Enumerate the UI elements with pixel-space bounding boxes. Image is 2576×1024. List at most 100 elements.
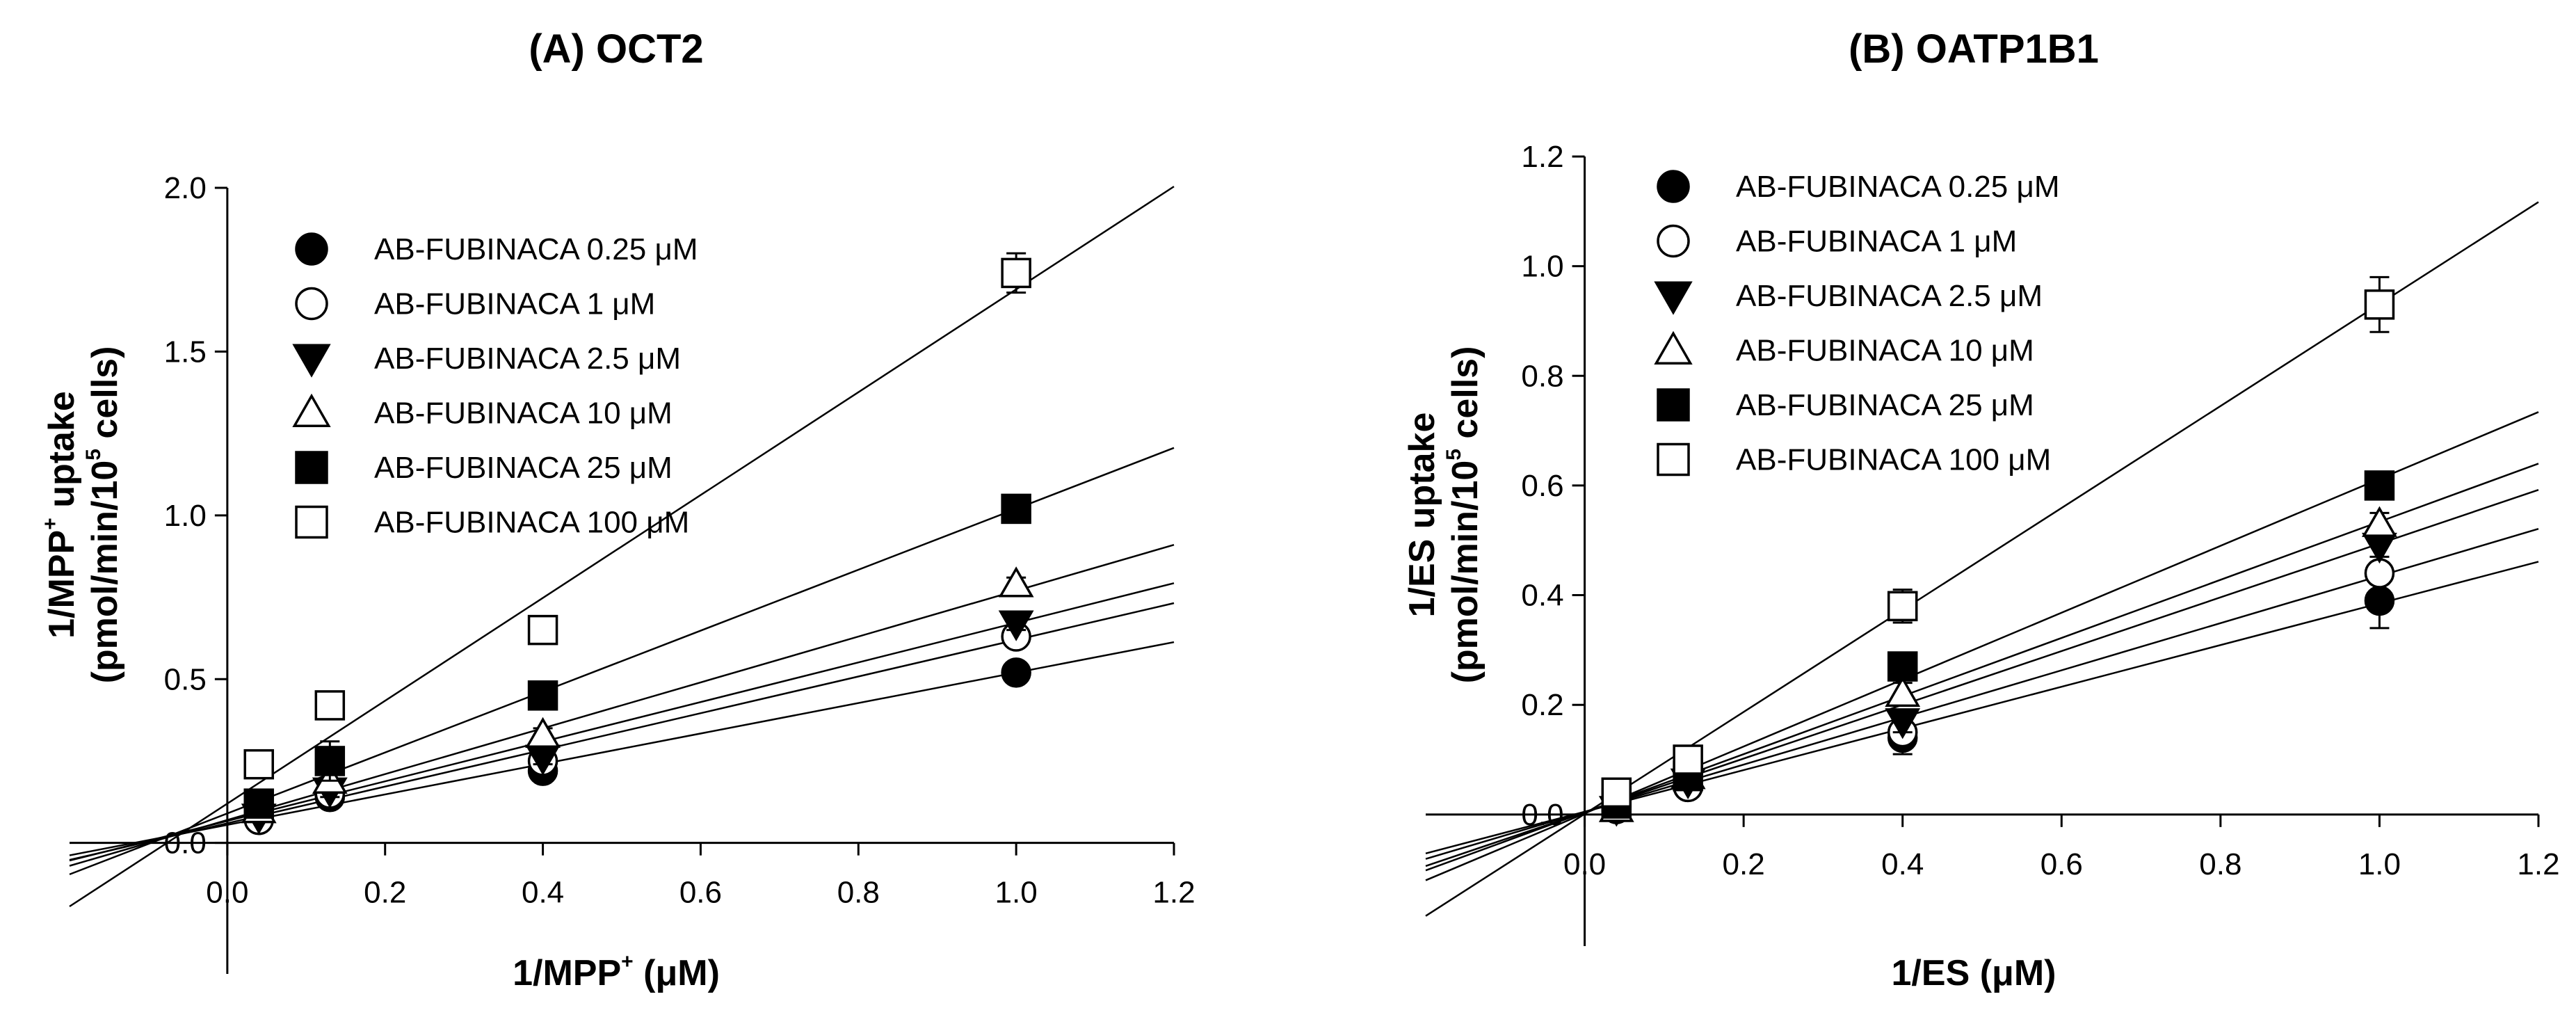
x-tick-label: 1.2 [1152, 876, 1195, 910]
y-label-units: (pmol/min/10 [85, 461, 125, 684]
x-tick-label: 0.2 [364, 876, 406, 910]
data-point [998, 610, 1034, 641]
legend-label: AB-FUBINACA 1 μM [1736, 225, 2017, 259]
y-tick-label: 0.5 [164, 662, 207, 696]
legend-label: AB-FUBINACA 2.5 μM [1736, 279, 2043, 313]
data-point [1001, 257, 1031, 289]
y-tick-label: 1.0 [1521, 250, 1563, 284]
y-label-exponent: 5 [82, 449, 105, 461]
data-point [998, 566, 1034, 598]
x-tick-label: 0.2 [1723, 847, 1765, 881]
panel-a: (A) OCT2 1/MPP+ (μM) 1/MPP+ uptake (pmol… [39, 26, 1196, 993]
y-label-units: (pmol/min/10 [1445, 461, 1486, 684]
y-label-line1: 1/ES uptake [1402, 413, 1442, 618]
y-label-units-suffix: cells) [85, 346, 125, 449]
y-label-units-suffix: cells) [1445, 346, 1486, 449]
legend-marker [1654, 330, 1693, 365]
panel-b: (B) OATP1B1 1/ES (μM) 1/ES uptake (pmol/… [1402, 26, 2560, 993]
data-point [1887, 651, 1918, 682]
x-label-text: 1/MPP [513, 953, 621, 993]
y-label-superscript: + [39, 518, 62, 530]
legend-marker [292, 393, 331, 427]
y-label-text: 1/ES uptake [1402, 413, 1442, 618]
data-point [1887, 591, 1918, 622]
data-point [314, 746, 346, 776]
y-axis-label: 1/MPP+ uptake (pmol/min/105 cells) [39, 346, 125, 684]
legend-label: AB-FUBINACA 10 μM [1736, 334, 2034, 368]
data-point [1001, 493, 1031, 525]
legend-label: AB-FUBINACA 25 μM [374, 451, 673, 485]
legend-marker [1657, 224, 1690, 258]
data-point [2364, 289, 2395, 320]
y-tick-label: 1.2 [1521, 140, 1563, 174]
legend-label: AB-FUBINACA 25 μM [1736, 388, 2034, 422]
data-point [1885, 708, 1921, 739]
legend-label: AB-FUBINACA 0.25 μM [374, 232, 698, 266]
legend: AB-FUBINACA 0.25 μM AB-FUBINACA 1 μM AB-FU… [1654, 170, 2059, 477]
legend-marker [295, 505, 328, 539]
plot-area: 0.0 0.2 0.4 0.6 0.8 1.0 1.20.00.51.01.52.0AB-F… [69, 171, 1196, 974]
legend-label: AB-FUBINACA 0.25 μM [1736, 170, 2059, 204]
legend-marker [295, 287, 328, 321]
legend-marker [295, 451, 328, 484]
x-axis-label: 1/ES (μM) [1892, 953, 2056, 993]
data-point [1601, 777, 1632, 808]
x-tick-label: 0.0 [206, 876, 248, 910]
y-tick-label: 1.0 [164, 499, 207, 533]
x-tick-label: 1.0 [2358, 847, 2401, 881]
fit-line [69, 186, 1175, 908]
y-tick-label: 1.5 [164, 335, 207, 369]
y-tick-label: 0.6 [1521, 469, 1563, 503]
data-point [1885, 675, 1921, 707]
legend-marker [292, 344, 331, 378]
data-point [527, 614, 558, 646]
x-tick-label: 1.0 [995, 876, 1038, 910]
x-tick-label: 0.4 [522, 876, 564, 910]
data-point [314, 690, 346, 721]
x-label-superscript: + [621, 950, 634, 973]
legend-label: AB-FUBINACA 2.5 μM [374, 342, 681, 376]
y-label-suffix: uptake [42, 391, 82, 518]
x-tick-label: 0.6 [679, 876, 722, 910]
data-point [527, 680, 558, 711]
panel-title: (A) OCT2 [529, 26, 703, 72]
y-label-line2: (pmol/min/105 cells) [82, 346, 125, 684]
y-label-line2: (pmol/min/105 cells) [1442, 346, 1486, 684]
legend-label: AB-FUBINACA 100 μM [374, 506, 689, 540]
legend-marker [1657, 442, 1690, 477]
y-label-line1: 1/MPP+ uptake [39, 391, 82, 639]
legend-marker [1657, 388, 1690, 422]
x-label-unit: (μM) [634, 953, 720, 993]
data-point [2364, 470, 2395, 501]
x-tick-label: 0.4 [1881, 847, 1924, 881]
legend-label: AB-FUBINACA 100 μM [1736, 443, 2051, 477]
data-point [243, 749, 274, 780]
data-point [2362, 506, 2397, 537]
y-tick-label: 0.8 [1521, 359, 1563, 393]
x-tick-label: 1.2 [2517, 847, 2559, 881]
legend-label: AB-FUBINACA 1 μM [374, 287, 655, 321]
plot-area: 0.0 0.2 0.4 0.6 0.8 1.0 1.20.00.20.40.60.81.01… [1425, 140, 2560, 946]
y-tick-label: 2.0 [164, 171, 207, 205]
y-label-text: 1/MPP [42, 530, 82, 639]
y-tick-label: 0.4 [1521, 579, 1563, 613]
y-axis-label: 1/ES uptake (pmol/min/105 cells) [1402, 346, 1486, 684]
legend-marker [1657, 170, 1690, 203]
data-point [1001, 657, 1031, 688]
x-tick-label: 0.8 [2199, 847, 2241, 881]
data-point [2364, 585, 2395, 616]
data-point [243, 788, 274, 819]
legend-marker [295, 232, 328, 266]
x-tick-label: 0.8 [837, 876, 880, 910]
x-tick-label: 0.0 [1563, 847, 1606, 881]
legend: AB-FUBINACA 0.25 μM AB-FUBINACA 1 μM AB-FU… [292, 232, 698, 540]
y-tick-label: 0.2 [1521, 688, 1563, 722]
legend-label: AB-FUBINACA 10 μM [374, 397, 673, 431]
x-tick-label: 0.6 [2040, 847, 2083, 881]
data-point [525, 717, 561, 749]
x-label-text: 1/ES (μM) [1892, 953, 2056, 993]
x-axis-label: 1/MPP+ (μM) [513, 950, 720, 993]
panel-title: (B) OATP1B1 [1849, 26, 2099, 72]
data-point [1673, 744, 1703, 775]
